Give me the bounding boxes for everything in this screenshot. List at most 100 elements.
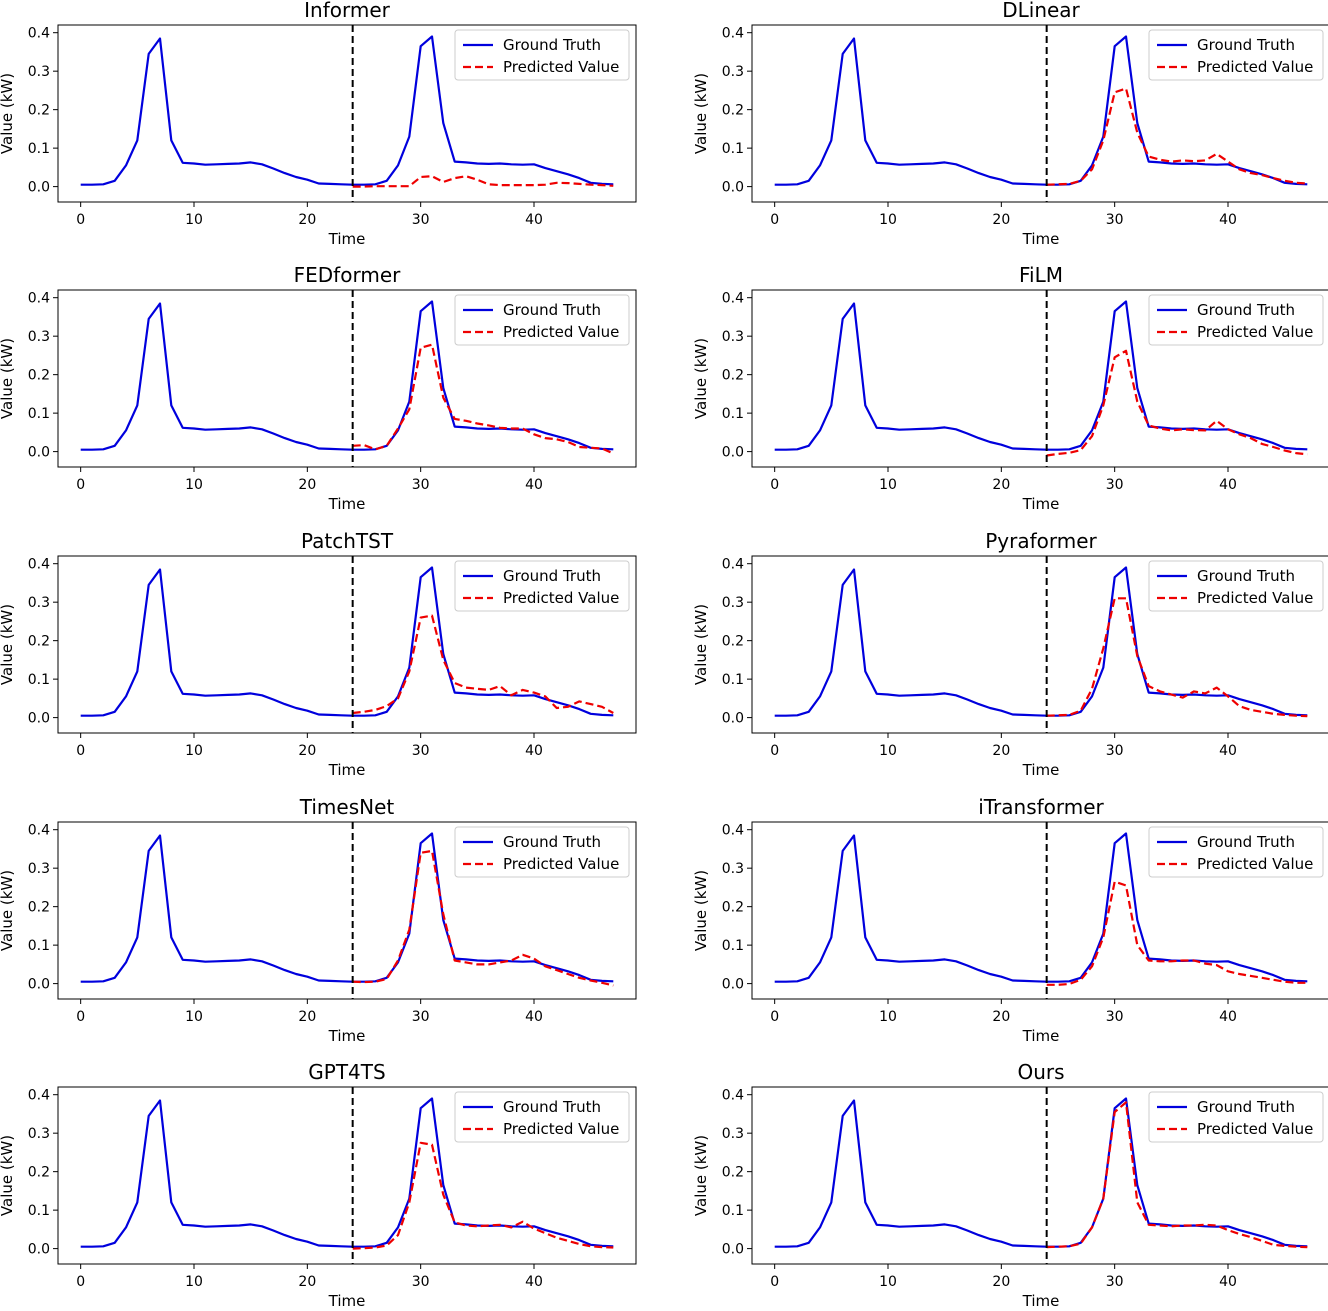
x-tick-label: 30: [412, 212, 430, 228]
x-axis-label: Time: [1022, 761, 1060, 779]
y-tick-label: 0.0: [722, 711, 744, 727]
axes-frame: [751, 289, 1328, 468]
legend: Ground Truth Predicted Value: [454, 560, 630, 612]
y-tick-label: 0.3: [722, 1126, 744, 1142]
x-tick-label: 20: [298, 1009, 316, 1025]
legend-predicted-label: Predicted Value: [503, 323, 619, 341]
ground-truth-line: [80, 566, 614, 717]
y-tick-label: 0.0: [28, 1242, 50, 1258]
y-tick-label: 0.0: [722, 977, 744, 993]
legend-ground-truth-label: Ground Truth: [503, 301, 601, 319]
x-tick-label: 10: [185, 477, 203, 493]
y-tick-label: 0.2: [722, 368, 744, 384]
y-tick-label: 0.2: [28, 103, 50, 119]
x-tick-label: 30: [1106, 1274, 1124, 1290]
panel-ours: Ours 0 10 20 30 40 0.0 0.1 0.2 0.3 0.4 Time Value (k…: [692, 1060, 1328, 1310]
ground-truth-line: [774, 832, 1308, 983]
ground-truth-line: [80, 35, 614, 186]
axes-frame: [751, 821, 1328, 1000]
panel-title: Ours: [1017, 1060, 1064, 1084]
x-axis-label: Time: [1022, 1292, 1060, 1310]
legend: Ground Truth Predicted Value: [454, 29, 630, 81]
axes-frame: [57, 1086, 637, 1265]
legend-ground-truth-label: Ground Truth: [1197, 1098, 1295, 1116]
legend-predicted-label: Predicted Value: [503, 58, 619, 76]
x-tick-label: 0: [76, 1274, 85, 1290]
x-tick-label: 10: [879, 1009, 897, 1025]
ground-truth-line: [774, 1097, 1308, 1248]
axes-frame: [57, 24, 637, 203]
x-tick-label: 30: [412, 1274, 430, 1290]
x-axis-label: Time: [328, 495, 366, 513]
y-tick-label: 0.1: [28, 406, 50, 422]
legend-box: [454, 294, 630, 346]
predicted-line: [1046, 1101, 1308, 1249]
y-tick-label: 0.3: [722, 861, 744, 877]
y-tick-label: 0.0: [28, 711, 50, 727]
predicted-line: [1046, 87, 1308, 186]
legend-predicted-label: Predicted Value: [503, 589, 619, 607]
x-tick-label: 40: [525, 212, 543, 228]
y-tick-label: 0.4: [28, 26, 50, 42]
y-tick-label: 0.3: [722, 329, 744, 345]
y-axis-label: Value (kW): [0, 1135, 16, 1216]
x-axis-label: Time: [1022, 230, 1060, 248]
x-tick-label: 0: [770, 1274, 779, 1290]
y-tick-label: 0.0: [28, 977, 50, 993]
legend-predicted-label: Predicted Value: [503, 855, 619, 873]
y-axis-label: Value (kW): [0, 338, 16, 419]
y-axis-label: Value (kW): [692, 870, 710, 951]
x-axis-label: Time: [1022, 1027, 1060, 1045]
legend-box: [454, 1091, 630, 1143]
x-tick-label: 30: [1106, 212, 1124, 228]
x-tick-label: 20: [992, 1274, 1010, 1290]
y-tick-label: 0.1: [722, 141, 744, 157]
y-tick-label: 0.2: [722, 1165, 744, 1181]
y-tick-label: 0.3: [722, 64, 744, 80]
axes-frame: [751, 555, 1328, 734]
panel-title: Pyraformer: [985, 529, 1097, 553]
legend-ground-truth-label: Ground Truth: [503, 1098, 601, 1116]
y-tick-label: 0.3: [28, 1126, 50, 1142]
legend-ground-truth-label: Ground Truth: [1197, 567, 1295, 585]
y-tick-label: 0.0: [28, 180, 50, 196]
y-tick-label: 0.4: [722, 1088, 744, 1104]
y-axis-label: Value (kW): [0, 604, 16, 685]
legend-predicted-label: Predicted Value: [503, 1120, 619, 1138]
x-tick-label: 30: [1106, 477, 1124, 493]
predicted-line: [352, 1141, 614, 1250]
x-tick-label: 20: [992, 743, 1010, 759]
axes-frame: [751, 24, 1328, 203]
y-axis-label: Value (kW): [0, 870, 16, 951]
x-tick-label: 20: [992, 1009, 1010, 1025]
ground-truth-line: [80, 1097, 614, 1248]
legend-box: [1148, 294, 1324, 346]
y-tick-label: 0.2: [722, 634, 744, 650]
x-tick-label: 10: [879, 743, 897, 759]
y-tick-label: 0.4: [722, 823, 744, 839]
ground-truth-line: [774, 300, 1308, 451]
predicted-line: [352, 175, 614, 188]
x-tick-label: 0: [770, 743, 779, 759]
legend-ground-truth-label: Ground Truth: [1197, 36, 1295, 54]
y-axis-label: Value (kW): [692, 73, 710, 154]
legend-box: [454, 29, 630, 81]
x-tick-label: 20: [298, 212, 316, 228]
y-tick-label: 0.2: [28, 368, 50, 384]
y-tick-label: 0.4: [722, 557, 744, 573]
legend-ground-truth-label: Ground Truth: [503, 36, 601, 54]
x-tick-label: 10: [185, 743, 203, 759]
x-tick-label: 20: [992, 477, 1010, 493]
x-tick-label: 40: [1219, 1274, 1237, 1290]
x-axis-label: Time: [328, 1292, 366, 1310]
x-tick-label: 0: [76, 743, 85, 759]
x-tick-label: 10: [879, 1274, 897, 1290]
y-tick-label: 0.4: [28, 291, 50, 307]
x-axis-label: Time: [328, 761, 366, 779]
y-tick-label: 0.1: [722, 406, 744, 422]
y-tick-label: 0.1: [722, 672, 744, 688]
y-tick-label: 0.3: [722, 595, 744, 611]
panel-dlinear: DLinear 0 10 20 30 40 0.0 0.1 0.2 0.3 0.4 Time Value…: [692, 0, 1328, 248]
y-tick-label: 0.0: [722, 1242, 744, 1258]
